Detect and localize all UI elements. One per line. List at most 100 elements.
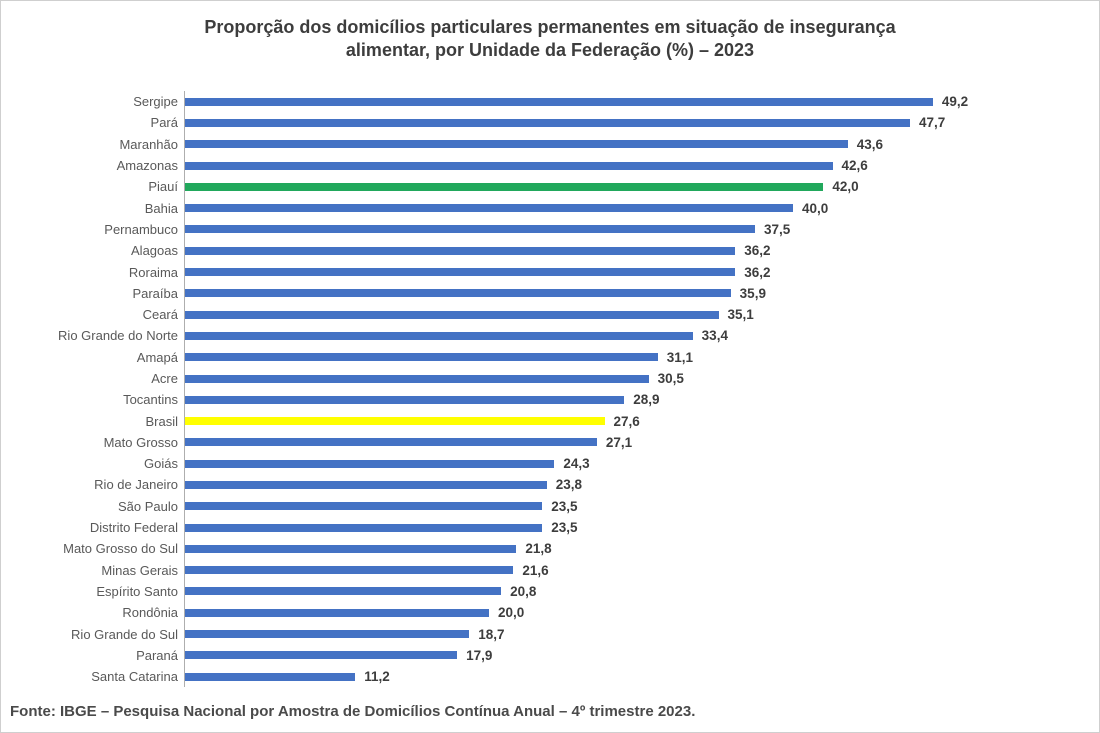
bar [185, 353, 658, 362]
axis-and-bar-area: 24,3 [184, 453, 1099, 475]
bar [185, 587, 502, 596]
value-label: 42,6 [841, 158, 868, 174]
category-label: Amazonas [116, 158, 178, 174]
value-label: 30,5 [657, 371, 684, 386]
chart-row: São Paulo 23,5 [1, 495, 1099, 517]
chart-row: Bahia 40,0 [1, 197, 1099, 219]
chart-row: Rio Grande do Norte 33,4 [1, 325, 1099, 347]
category-label: Brasil [145, 413, 178, 429]
chart-row: Goiás 24,3 [1, 453, 1099, 475]
value-label: 17,9 [466, 647, 493, 663]
chart-row: Tocantins 28,9 [1, 389, 1099, 411]
bar [185, 204, 793, 213]
source-note: Fonte: IBGE – Pesquisa Nacional por Amos… [10, 703, 696, 721]
category-label: Pará [150, 115, 178, 131]
bar [185, 225, 755, 234]
chart-row: Maranhão 43,6 [1, 133, 1099, 155]
bar [185, 566, 514, 575]
chart-row: Sergipe 49,2 [1, 91, 1099, 113]
bar [185, 289, 731, 298]
category-label: Rio Grande do Sul [71, 626, 178, 642]
value-label: 21,6 [522, 562, 549, 578]
value-label: 28,9 [633, 392, 660, 408]
bar [185, 523, 543, 532]
value-label: 40,0 [802, 200, 829, 216]
chart-row: Piauí 42,0 [1, 176, 1099, 198]
bar [185, 502, 543, 511]
category-label: Mato Grosso do Sul [63, 541, 178, 557]
chart-row: Mato Grosso 27,1 [1, 431, 1099, 454]
axis-and-bar-area: 17,9 [184, 644, 1099, 667]
value-label: 36,2 [744, 243, 771, 259]
value-label: 20,8 [510, 583, 537, 599]
value-label: 21,8 [525, 541, 552, 557]
category-label: Sergipe [133, 94, 178, 110]
category-label: Alagoas [131, 243, 178, 259]
category-label: Amapá [136, 349, 178, 365]
bar [185, 672, 356, 681]
category-label: Acre [151, 371, 178, 386]
category-label: Mato Grosso [103, 434, 178, 450]
value-label: 18,7 [478, 626, 505, 642]
category-label: Minas Gerais [101, 562, 178, 578]
chart-row: Mato Grosso do Sul 21,8 [1, 538, 1099, 560]
value-label: 47,7 [919, 115, 946, 131]
axis-and-bar-area: 21,6 [184, 559, 1099, 581]
category-label: Distrito Federal [89, 520, 178, 536]
bar [185, 438, 597, 447]
value-label: 33,4 [701, 328, 728, 344]
chart-title: Proporção dos domicílios particulares pe… [1, 16, 1099, 62]
bar [185, 608, 489, 617]
category-label: Pernambuco [104, 221, 178, 237]
chart-row: Alagoas 36,2 [1, 240, 1099, 262]
bar [185, 480, 547, 489]
axis-and-bar-area: 40,0 [184, 197, 1099, 219]
axis-and-bar-area: 30,5 [184, 367, 1099, 390]
chart-row: Acre 30,5 [1, 367, 1099, 390]
category-label: São Paulo [118, 498, 178, 514]
value-label: 42,0 [832, 179, 859, 195]
category-label: Ceará [142, 307, 178, 323]
bar [185, 331, 693, 340]
bar [185, 140, 848, 149]
axis-and-bar-area: 11,2 [184, 666, 1099, 688]
axis-and-bar-area: 36,2 [184, 240, 1099, 262]
bar [185, 118, 911, 127]
chart-row: Brasil 27,6 [1, 410, 1099, 432]
chart-row: Rio Grande do Sul 18,7 [1, 623, 1099, 645]
value-label: 23,8 [555, 477, 583, 493]
value-label: 23,5 [551, 498, 578, 514]
axis-and-bar-area: 20,8 [184, 580, 1099, 603]
bar [185, 630, 470, 639]
value-label: 23,5 [551, 520, 578, 536]
chart-row: Amapá 31,1 [1, 346, 1099, 368]
chart-row: Roraima 36,2 [1, 261, 1099, 283]
value-label: 37,5 [764, 221, 791, 237]
chart-row: Pará 47,7 [1, 112, 1099, 134]
chart-row: Ceará 35,1 [1, 303, 1099, 326]
bar [185, 544, 517, 553]
axis-and-bar-area: 21,8 [184, 538, 1099, 560]
chart-row: Espírito Santo 20,8 [1, 580, 1099, 603]
axis-and-bar-area: 27,1 [184, 431, 1099, 454]
category-label: Piauí [148, 179, 178, 195]
chart-row: Amazonas 42,6 [1, 154, 1099, 177]
axis-and-bar-area: 36,2 [184, 261, 1099, 283]
value-label: 35,1 [727, 307, 754, 323]
axis-and-bar-area: 18,7 [184, 623, 1099, 645]
value-label: 27,1 [605, 434, 633, 450]
bar [185, 651, 458, 660]
value-label: 11,2 [364, 669, 390, 685]
bar [185, 459, 555, 468]
category-label: Roraima [128, 264, 178, 280]
category-label: Goiás [144, 456, 178, 472]
axis-and-bar-area: 20,0 [184, 602, 1099, 624]
chart-rows: Sergipe 49,2 Pará 47,7 Maranhão 43,6 Ama… [1, 91, 1099, 688]
axis-and-bar-area: 42,0 [184, 176, 1099, 198]
axis-and-bar-area: 35,9 [184, 282, 1099, 304]
category-label: Paraná [136, 647, 178, 663]
axis-and-bar-area: 35,1 [184, 303, 1099, 326]
chart-row: Minas Gerais 21,6 [1, 559, 1099, 581]
category-label: Paraíba [132, 285, 178, 301]
